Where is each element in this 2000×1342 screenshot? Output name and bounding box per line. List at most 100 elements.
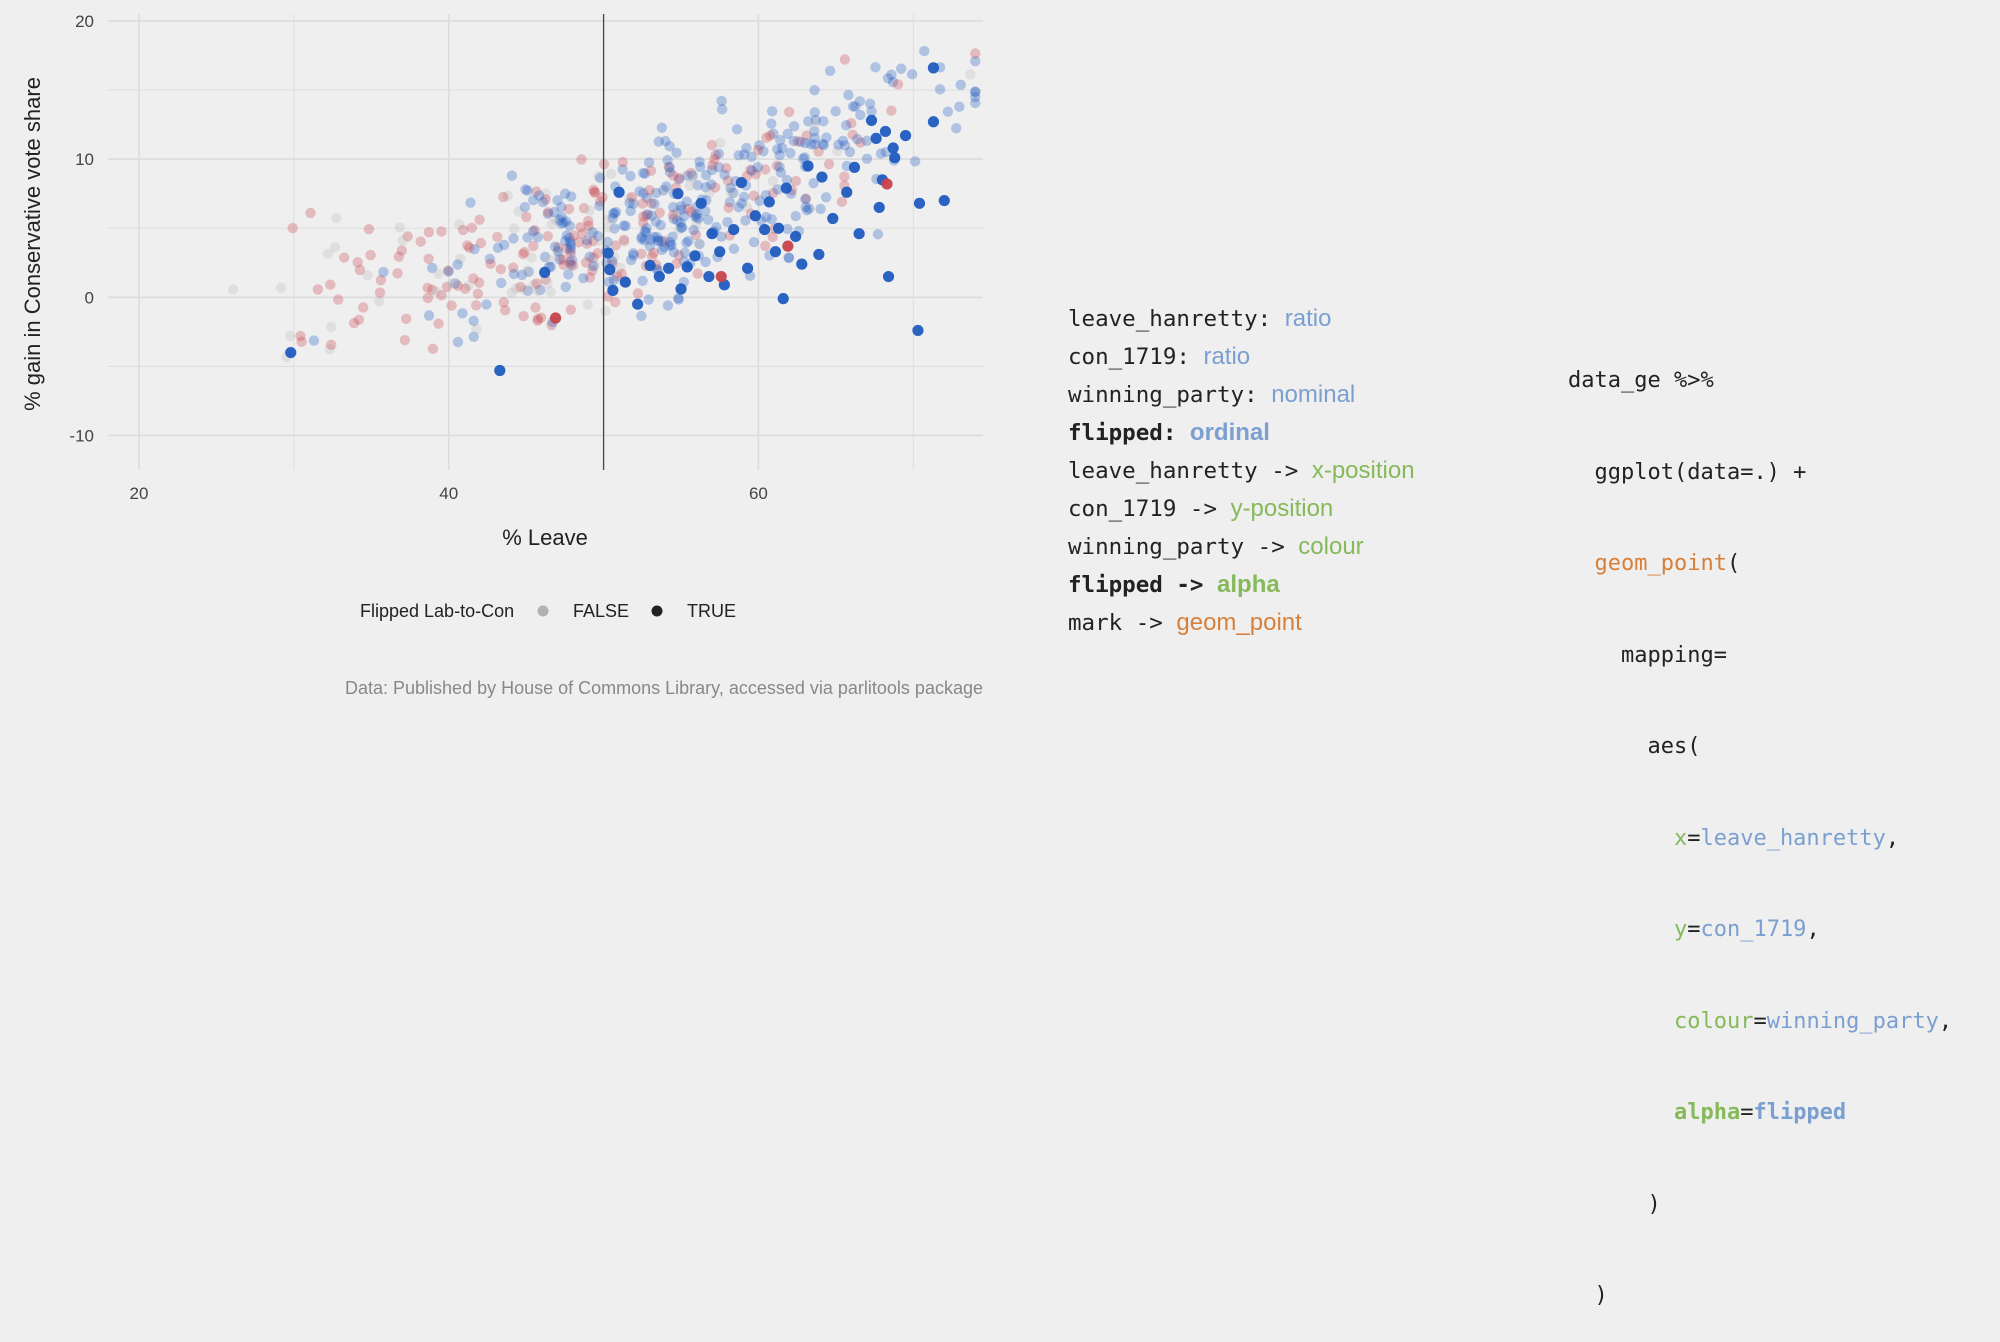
scatter-point-false [637, 167, 649, 179]
scatter-point-false [886, 69, 897, 80]
scatter-point-false [652, 235, 664, 247]
scatter-point-false [573, 237, 584, 248]
scatter-point-false [716, 104, 728, 115]
scatter-point-false [312, 284, 324, 295]
y-tick-label: 20 [75, 12, 94, 31]
scatter-point-false [452, 280, 464, 291]
scatter-point-false [772, 184, 783, 195]
scatter-point-false [399, 334, 411, 346]
scatter-point-false [422, 292, 434, 304]
scatter-point-false [970, 56, 981, 67]
scatter-point-false [790, 175, 802, 187]
scatter-point-false [471, 323, 482, 335]
scatter-point-false [782, 223, 793, 235]
scatter-point-false [532, 313, 544, 325]
scatter-point-false [625, 254, 637, 266]
scatter-point-false [641, 222, 652, 234]
scatter-point-false [847, 101, 859, 112]
scatter-point-false [766, 214, 777, 225]
scatter-point-false [618, 234, 630, 246]
scatter-point-false [934, 84, 946, 95]
scatter-point-false [800, 137, 811, 149]
scatter-point-false [844, 146, 856, 158]
scatter-point-false [682, 203, 694, 215]
scatter-point-true [802, 160, 814, 172]
scatter-point-false [707, 160, 718, 171]
scatter-point-true [681, 261, 693, 273]
scatter-point-true [285, 346, 297, 359]
scatter-point-false [970, 86, 981, 97]
scatter-point-true [827, 212, 839, 225]
scatter-point-false [691, 208, 702, 220]
scatter-point-false [638, 188, 649, 199]
mapping-field: leave_hanretty [1068, 458, 1258, 484]
scatter-point-false [565, 242, 577, 253]
scatter-point-false [492, 231, 503, 243]
scatter-point-false [664, 240, 676, 251]
mapping-separator: : [1176, 344, 1204, 370]
scatter-point-false [673, 294, 684, 305]
scatter-point-true [780, 182, 792, 194]
scatter-point-false [546, 218, 557, 230]
scatter-point-true [772, 222, 785, 234]
scatter-chart: 20 40 60 -10 0 10 20 % Leave % gain in Conserv… [0, 0, 1010, 715]
code-equals: = [1687, 825, 1701, 851]
scatter-point-false [348, 317, 360, 329]
scatter-point-false [611, 271, 623, 282]
scatter-point-false [821, 132, 832, 143]
scatter-point-false [468, 331, 479, 342]
mapping-row: con_1719: ratio [1068, 338, 1415, 376]
scatter-point-true [539, 266, 551, 278]
scatter-point-false [800, 193, 811, 205]
scatter-point-false [415, 236, 426, 247]
scatter-point-false [673, 224, 685, 235]
scatter-point-true [715, 270, 727, 283]
scatter-point-false [522, 285, 534, 297]
scatter-point-false [275, 282, 287, 294]
scatter-point-false [577, 228, 588, 239]
scatter-point-true [882, 270, 895, 283]
legend-key-false [537, 605, 549, 617]
scatter-point-false [808, 126, 820, 137]
scatter-point-false [650, 216, 662, 227]
scatter-point-false [722, 175, 734, 186]
scatter-point-true [927, 116, 940, 128]
mapping-row: con_1719 -> y-position [1068, 490, 1415, 528]
mapping-target: y-position [1230, 495, 1334, 522]
scatter-point-false [764, 130, 776, 141]
scatter-point-false [970, 48, 981, 59]
scatter-point-false [526, 252, 537, 263]
scatter-point-true [602, 247, 614, 259]
scatter-point-false [795, 136, 806, 148]
code-line-4: mapping= [1568, 641, 1952, 672]
scatter-point-false [748, 236, 760, 248]
scatter-point-false [809, 119, 820, 130]
scatter-point-false [847, 129, 858, 140]
mapping-target: alpha [1217, 571, 1280, 598]
scatter-point-false [783, 106, 795, 118]
scatter-point-false [329, 242, 341, 253]
scatter-point-false [537, 196, 549, 208]
scatter-point-false [659, 184, 671, 195]
scatter-point-false [617, 156, 628, 168]
scatter-point-false [589, 187, 600, 198]
scatter-point-false [667, 202, 679, 213]
scatter-point-false [469, 244, 480, 255]
scatter-point-false [887, 76, 899, 88]
scatter-point-false [809, 107, 820, 118]
scatter-point-false [846, 117, 857, 129]
scatter-point-false [768, 128, 779, 139]
scatter-point-false [584, 251, 595, 263]
scatter-point-false [593, 170, 604, 182]
x-tick-label: 40 [439, 484, 458, 503]
scatter-point-false [628, 250, 639, 261]
scatter-point-false [565, 245, 576, 256]
scatter-point-false [704, 187, 715, 198]
scatter-point-false [870, 62, 881, 73]
scatter-point-false [637, 198, 648, 209]
scatter-point-false [450, 278, 461, 289]
scatter-point-false [517, 248, 529, 260]
scatter-point-false [837, 135, 849, 146]
scatter-point-false [748, 190, 759, 201]
scatter-point-true [879, 125, 892, 138]
